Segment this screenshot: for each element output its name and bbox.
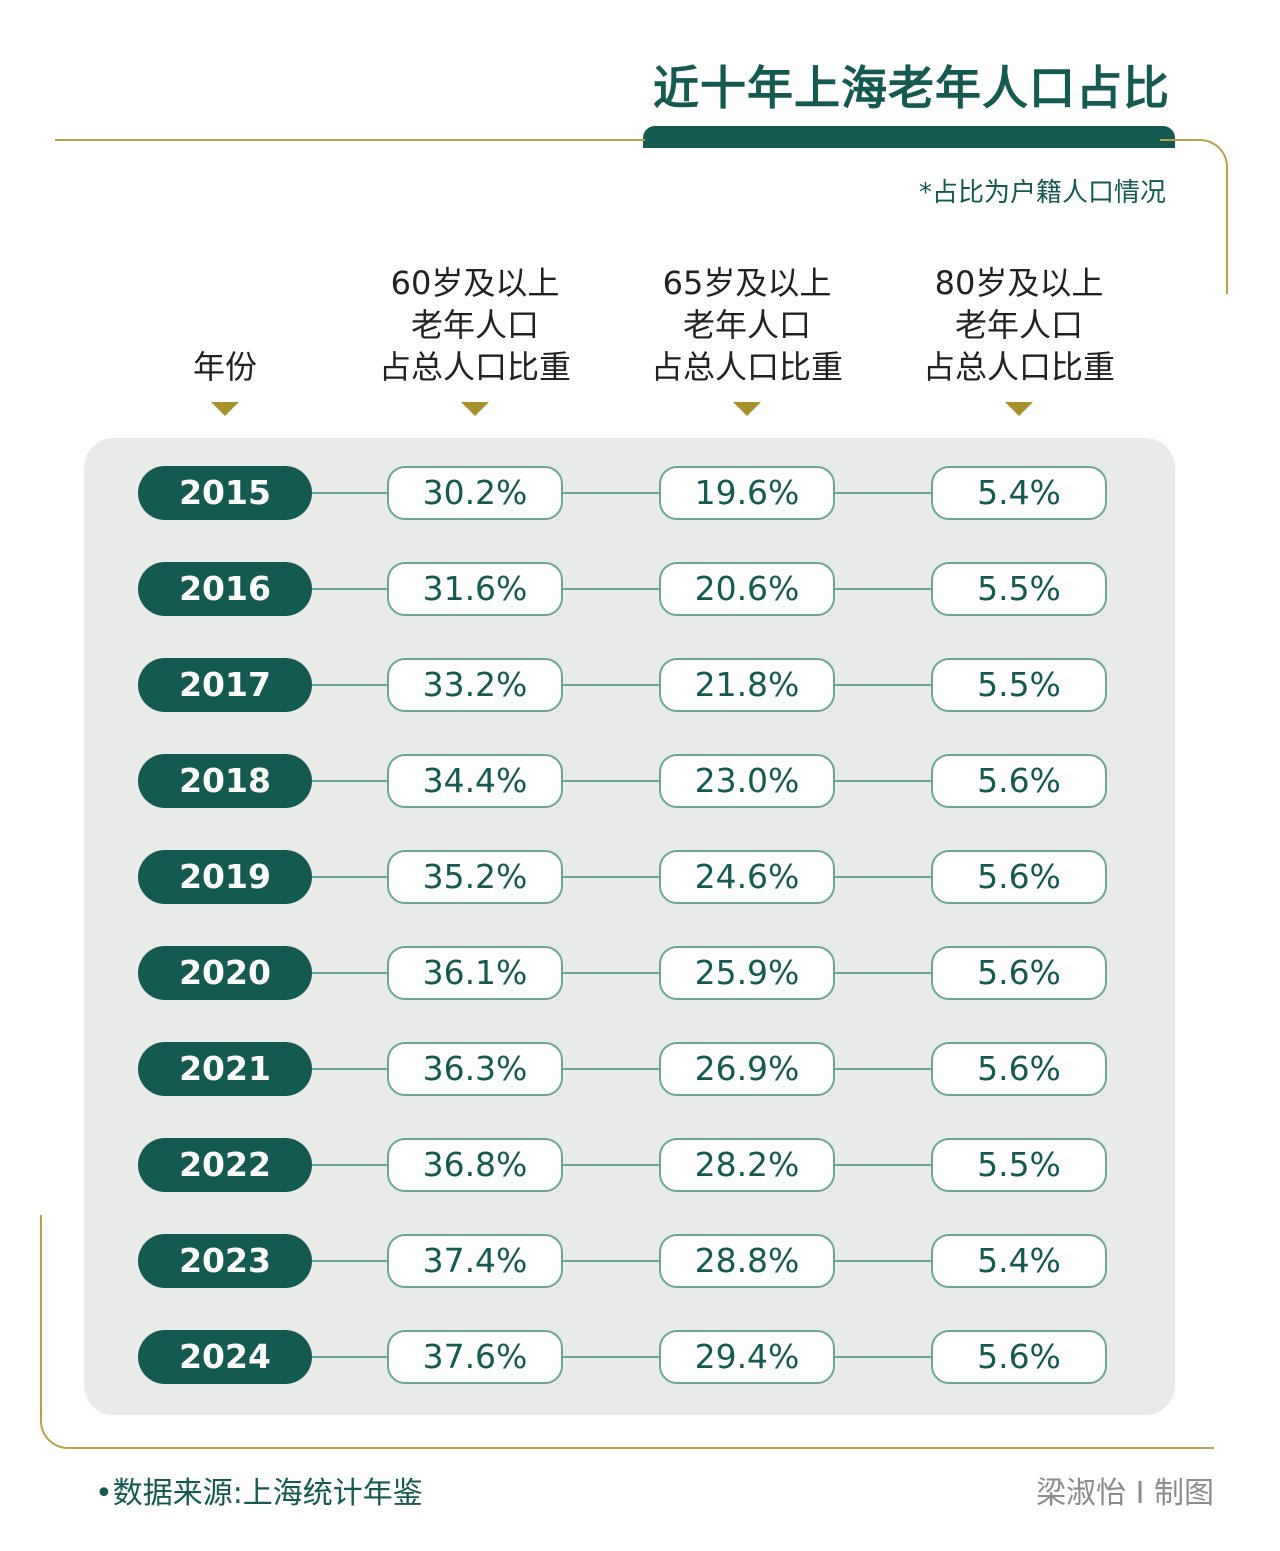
value-cell: 25.9% [659, 946, 835, 1000]
row-connector-line [300, 588, 950, 590]
value-cell: 26.9% [659, 1042, 835, 1096]
arrow-down-icon [211, 402, 239, 416]
value-cell: 35.2% [387, 850, 563, 904]
gold-frame-right [1160, 139, 1228, 294]
column-header: 80岁及以上 老年人口占总人口比重 [889, 262, 1149, 388]
value-cell: 33.2% [387, 658, 563, 712]
value-cell: 23.0% [659, 754, 835, 808]
value-cell: 28.2% [659, 1138, 835, 1192]
arrow-down-icon [461, 402, 489, 416]
year-pill: 2022 [138, 1138, 312, 1192]
value-cell: 37.4% [387, 1234, 563, 1288]
value-cell: 24.6% [659, 850, 835, 904]
value-cell: 19.6% [659, 466, 835, 520]
column-header-line: 老年人口 [410, 306, 539, 344]
row-connector-line [300, 1356, 950, 1358]
value-cell: 5.4% [931, 1234, 1107, 1288]
table-row: 2017 33.2% 21.8% 5.5% [0, 658, 1280, 712]
page-title: 近十年上海老年人口占比 [653, 61, 1170, 115]
row-connector-line [300, 492, 950, 494]
table-row: 2020 36.1% 25.9% 5.6% [0, 946, 1280, 1000]
value-cell: 5.6% [931, 850, 1107, 904]
year-pill: 2020 [138, 946, 312, 1000]
table-row: 2022 36.8% 28.2% 5.5% [0, 1138, 1280, 1192]
table-row: 2024 37.6% 29.4% 5.6% [0, 1330, 1280, 1384]
row-connector-line [300, 876, 950, 878]
table-row: 2023 37.4% 28.8% 5.4% [0, 1234, 1280, 1288]
footnote: *占比为户籍人口情况 [918, 178, 1166, 208]
column-header-line [95, 304, 355, 346]
column-header-line: 占总人口比重 [378, 348, 571, 386]
column-header-line: 老年人口 [682, 306, 811, 344]
column-header-line [95, 262, 355, 304]
value-cell: 29.4% [659, 1330, 835, 1384]
table-row: 2015 30.2% 19.6% 5.4% [0, 466, 1280, 520]
value-cell: 34.4% [387, 754, 563, 808]
value-cell: 5.5% [931, 562, 1107, 616]
value-cell: 5.4% [931, 466, 1107, 520]
value-cell: 36.8% [387, 1138, 563, 1192]
column-header-line: 65岁及以上 [662, 264, 832, 302]
column-header-line: 占总人口比重 [650, 348, 843, 386]
column-header: 60岁及以上 老年人口占总人口比重 [345, 262, 605, 388]
column-header-line: 年份 [192, 348, 257, 386]
table-row: 2021 36.3% 26.9% 5.6% [0, 1042, 1280, 1096]
title-underline-bar [643, 126, 1175, 148]
gold-frame-bottom [40, 1215, 1214, 1449]
value-cell: 28.8% [659, 1234, 835, 1288]
gold-divider-top [55, 139, 645, 141]
row-connector-line [300, 1260, 950, 1262]
data-source: •数据来源:上海统计年鉴 [95, 1476, 423, 1511]
table-row: 2019 35.2% 24.6% 5.6% [0, 850, 1280, 904]
table-row: 2018 34.4% 23.0% 5.6% [0, 754, 1280, 808]
column-header-line: 60岁及以上 [390, 264, 560, 302]
value-cell: 37.6% [387, 1330, 563, 1384]
value-cell: 36.3% [387, 1042, 563, 1096]
column-header-line: 占总人口比重 [922, 348, 1115, 386]
year-pill: 2018 [138, 754, 312, 808]
column-header-line: 老年人口 [954, 306, 1083, 344]
value-cell: 5.6% [931, 946, 1107, 1000]
row-connector-line [300, 780, 950, 782]
row-connector-line [300, 1068, 950, 1070]
value-cell: 5.5% [931, 658, 1107, 712]
row-connector-line [300, 972, 950, 974]
year-pill: 2021 [138, 1042, 312, 1096]
table-row: 2016 31.6% 20.6% 5.5% [0, 562, 1280, 616]
value-cell: 5.6% [931, 754, 1107, 808]
year-pill: 2023 [138, 1234, 312, 1288]
arrow-down-icon [733, 402, 761, 416]
row-connector-line [300, 1164, 950, 1166]
year-pill: 2016 [138, 562, 312, 616]
row-connector-line [300, 684, 950, 686]
value-cell: 30.2% [387, 466, 563, 520]
value-cell: 5.6% [931, 1042, 1107, 1096]
column-header: 年份 [95, 262, 355, 388]
column-header: 65岁及以上 老年人口占总人口比重 [617, 262, 877, 388]
year-pill: 2017 [138, 658, 312, 712]
year-pill: 2024 [138, 1330, 312, 1384]
year-pill: 2019 [138, 850, 312, 904]
value-cell: 36.1% [387, 946, 563, 1000]
value-cell: 20.6% [659, 562, 835, 616]
arrow-down-icon [1005, 402, 1033, 416]
value-cell: 5.5% [931, 1138, 1107, 1192]
author-credit: 梁淑怡 I 制图 [1036, 1476, 1214, 1511]
value-cell: 21.8% [659, 658, 835, 712]
value-cell: 31.6% [387, 562, 563, 616]
value-cell: 5.6% [931, 1330, 1107, 1384]
column-header-line: 80岁及以上 [934, 264, 1104, 302]
year-pill: 2015 [138, 466, 312, 520]
